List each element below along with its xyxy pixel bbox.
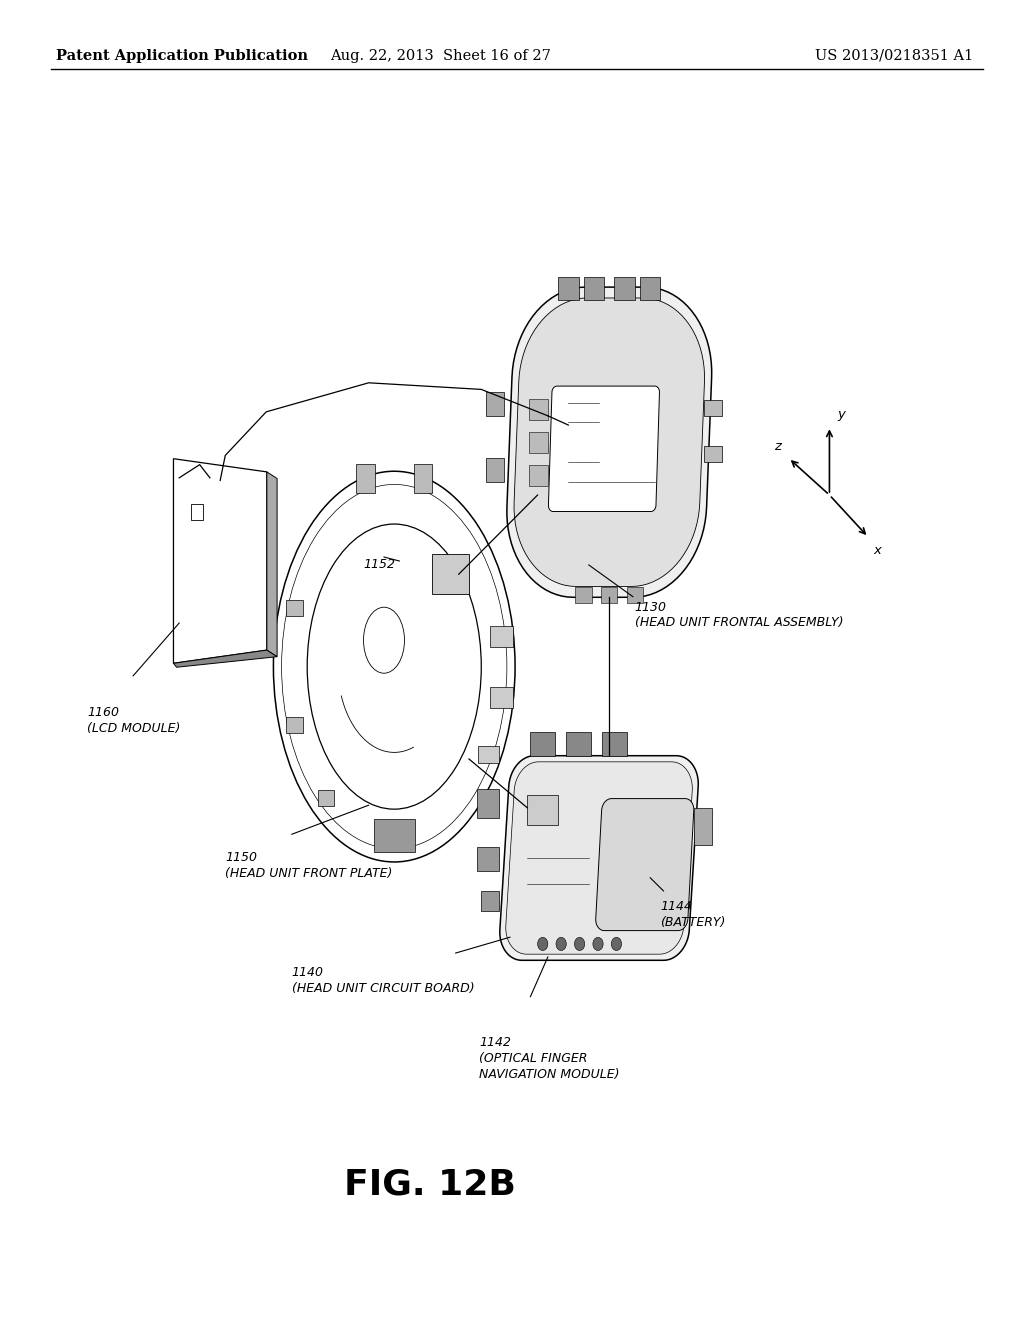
Polygon shape — [317, 791, 334, 807]
Polygon shape — [584, 277, 604, 301]
Polygon shape — [490, 626, 513, 647]
Circle shape — [556, 937, 566, 950]
Polygon shape — [476, 847, 499, 871]
Polygon shape — [558, 277, 579, 301]
Circle shape — [611, 937, 622, 950]
Polygon shape — [478, 746, 499, 763]
Text: 1142: 1142 — [479, 1036, 511, 1049]
Polygon shape — [601, 586, 617, 602]
Polygon shape — [627, 586, 643, 602]
Text: z: z — [774, 440, 781, 453]
Polygon shape — [490, 686, 513, 708]
Text: 1144: 1144 — [660, 900, 692, 913]
Text: FIG. 12B: FIG. 12B — [344, 1167, 516, 1201]
Polygon shape — [529, 399, 548, 420]
Polygon shape — [705, 446, 723, 462]
Ellipse shape — [307, 524, 481, 809]
Text: y: y — [838, 408, 846, 421]
Text: 1160: 1160 — [87, 706, 119, 719]
Polygon shape — [286, 599, 302, 615]
Polygon shape — [575, 586, 592, 602]
Polygon shape — [374, 818, 415, 851]
Polygon shape — [640, 277, 660, 301]
Polygon shape — [480, 891, 499, 911]
Text: US 2013/0218351 A1: US 2013/0218351 A1 — [814, 49, 973, 63]
Polygon shape — [173, 651, 278, 668]
Polygon shape — [514, 298, 705, 586]
Polygon shape — [414, 463, 432, 492]
Text: 1140: 1140 — [292, 966, 324, 979]
Polygon shape — [506, 762, 692, 954]
Text: Patent Application Publication: Patent Application Publication — [56, 49, 308, 63]
Polygon shape — [267, 473, 278, 657]
Polygon shape — [694, 808, 713, 845]
Polygon shape — [549, 385, 659, 511]
Polygon shape — [529, 465, 548, 486]
Circle shape — [593, 937, 603, 950]
Text: (HEAD UNIT CIRCUIT BOARD): (HEAD UNIT CIRCUIT BOARD) — [292, 982, 474, 995]
Text: (OPTICAL FINGER: (OPTICAL FINGER — [479, 1052, 588, 1065]
Polygon shape — [173, 459, 267, 664]
Circle shape — [538, 937, 548, 950]
Text: (LCD MODULE): (LCD MODULE) — [87, 722, 180, 735]
Polygon shape — [356, 463, 375, 492]
Ellipse shape — [273, 471, 515, 862]
Polygon shape — [485, 392, 504, 416]
Polygon shape — [485, 458, 504, 482]
Text: (HEAD UNIT FRONTAL ASSEMBLY): (HEAD UNIT FRONTAL ASSEMBLY) — [635, 616, 844, 630]
Text: x: x — [873, 544, 882, 557]
Polygon shape — [705, 400, 723, 416]
Text: 1150: 1150 — [225, 851, 257, 865]
Polygon shape — [500, 755, 698, 961]
Text: 1152: 1152 — [364, 558, 395, 572]
Text: Aug. 22, 2013  Sheet 16 of 27: Aug. 22, 2013 Sheet 16 of 27 — [330, 49, 551, 63]
Circle shape — [574, 937, 585, 950]
Polygon shape — [602, 731, 627, 755]
Polygon shape — [507, 288, 712, 597]
Polygon shape — [530, 731, 555, 755]
Text: (HEAD UNIT FRONT PLATE): (HEAD UNIT FRONT PLATE) — [225, 867, 392, 880]
Polygon shape — [527, 795, 558, 825]
Text: NAVIGATION MODULE): NAVIGATION MODULE) — [479, 1068, 620, 1081]
Polygon shape — [566, 731, 591, 755]
Text: 1130: 1130 — [635, 601, 667, 614]
Polygon shape — [476, 789, 499, 818]
Polygon shape — [614, 277, 635, 301]
Polygon shape — [596, 799, 694, 931]
Polygon shape — [286, 718, 302, 734]
Text: (BATTERY): (BATTERY) — [660, 916, 726, 929]
Polygon shape — [529, 432, 548, 453]
Polygon shape — [432, 554, 469, 594]
